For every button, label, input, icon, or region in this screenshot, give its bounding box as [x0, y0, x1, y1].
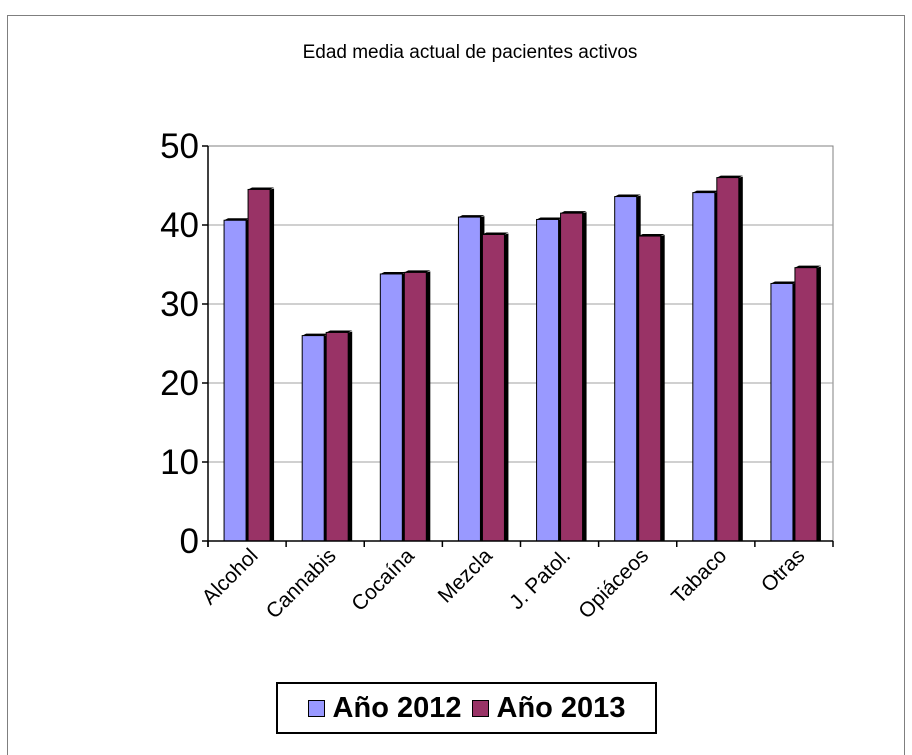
- y-tick-label: 30: [160, 285, 199, 324]
- bars: [223, 175, 821, 542]
- bar-2012-6: [692, 192, 716, 542]
- bar-2012-0: [223, 219, 247, 542]
- x-tick-label: Opiáceos: [574, 544, 653, 623]
- x-tick-label: Mezcla: [434, 544, 498, 608]
- y-tick-label: 40: [160, 206, 199, 245]
- bar-shadow: [348, 331, 353, 541]
- bar-2012-4: [536, 218, 560, 542]
- legend-label-2013: Año 2013: [496, 691, 626, 724]
- bar-2013-1: [325, 331, 349, 542]
- bar-shadow: [660, 235, 665, 541]
- x-tick-label: Cocaína: [347, 544, 419, 616]
- x-tick-label: J. Patol.: [505, 544, 575, 614]
- chart-title: Edad media actual de pacientes activos: [302, 42, 638, 63]
- bar-2013-0: [247, 188, 271, 542]
- bar-2013-2: [403, 271, 427, 542]
- x-tick-label: Tabaco: [667, 544, 731, 608]
- bar-2012-5: [614, 196, 638, 542]
- bar-2013-4: [560, 212, 584, 542]
- bar-shadow: [738, 176, 743, 541]
- bar-shadow: [504, 233, 509, 542]
- legend-label-2012: Año 2012: [332, 691, 462, 724]
- legend: Año 2012 Año 2013: [276, 682, 657, 734]
- legend-swatch-2012: [307, 699, 325, 717]
- bar-2013-6: [716, 177, 740, 542]
- y-tick-label: 10: [160, 443, 199, 482]
- legend-swatch-2013: [471, 699, 489, 717]
- chart-frame: [7, 15, 905, 755]
- bar-shadow: [816, 266, 821, 541]
- x-tick-label: Alcohol: [198, 544, 263, 609]
- bar-2013-5: [638, 235, 662, 542]
- bar-shadow: [582, 212, 587, 541]
- x-tick-label: Otras: [757, 544, 810, 597]
- axes: [202, 145, 834, 547]
- bar-2013-3: [481, 233, 505, 542]
- bar-2012-1: [301, 335, 325, 542]
- bar-top: [404, 270, 431, 273]
- y-tick-label: 50: [160, 127, 199, 166]
- bar-2012-7: [770, 282, 794, 542]
- x-tick-label: Cannabis: [262, 544, 341, 623]
- bar-top: [560, 211, 587, 214]
- bar-2012-3: [457, 216, 481, 542]
- bar-shadow: [270, 188, 275, 541]
- bar-top: [794, 265, 821, 268]
- bar-top: [224, 218, 251, 221]
- bar-2012-2: [379, 273, 403, 542]
- bar-shadow: [426, 271, 431, 541]
- bar-2013-7: [794, 267, 818, 542]
- y-tick-label: 0: [180, 522, 199, 561]
- legend-item-2012: Año 2012: [307, 691, 462, 725]
- y-tick-label: 20: [160, 364, 199, 403]
- legend-item-2013: Año 2013: [471, 691, 626, 725]
